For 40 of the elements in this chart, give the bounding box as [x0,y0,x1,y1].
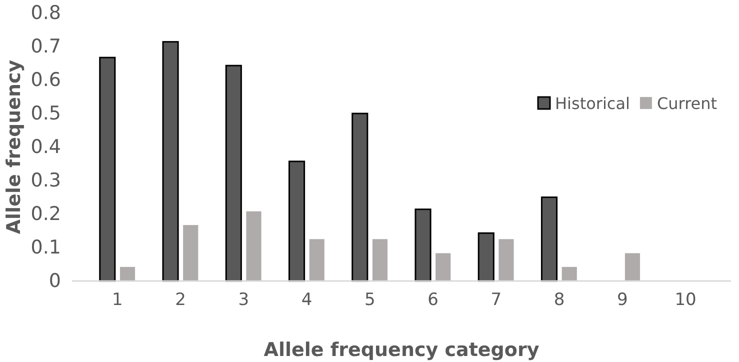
bar [225,64,242,282]
bar [562,266,577,281]
bar [624,253,640,281]
x-tick-label: 7 [490,290,502,310]
y-tick-label: 0.1 [30,236,61,259]
bar [120,266,136,281]
bar [436,253,451,281]
x-tick-label: 6 [428,290,438,310]
bar [246,211,262,281]
bar [309,239,324,281]
y-tick-label: 0 [48,270,61,292]
x-tick-label: 1 [112,290,123,310]
bar [183,225,198,281]
bar [162,41,179,282]
y-tick-label: 0.8 [30,2,61,24]
bar [414,208,432,282]
y-tick-label: 0.5 [30,102,61,125]
y-tick-label: 0.2 [30,203,61,226]
bar [99,56,116,282]
x-tick-label: 5 [364,290,376,310]
x-tick-label: 9 [617,290,628,310]
bar [540,196,558,282]
legend-label: Historical [555,94,630,113]
y-axis-title: Allele frequency [3,59,25,234]
bar [372,239,388,281]
bar [288,160,306,282]
bar [498,239,514,281]
bar [352,112,368,282]
x-axis-title: Allele frequency category [264,339,540,361]
bar [478,232,494,282]
y-tick-label: 0.7 [30,36,61,58]
x-tick-label: 8 [554,290,565,310]
y-tick-label: 0.4 [30,136,61,158]
x-tick-label: 3 [238,290,250,310]
x-tick-label: 4 [301,290,312,310]
legend-label: Current [656,94,718,113]
x-tick-label: 10 [674,290,696,310]
y-tick-label: 0.6 [30,69,61,92]
x-tick-label: 2 [175,290,186,310]
y-tick-label: 0.3 [30,170,61,192]
